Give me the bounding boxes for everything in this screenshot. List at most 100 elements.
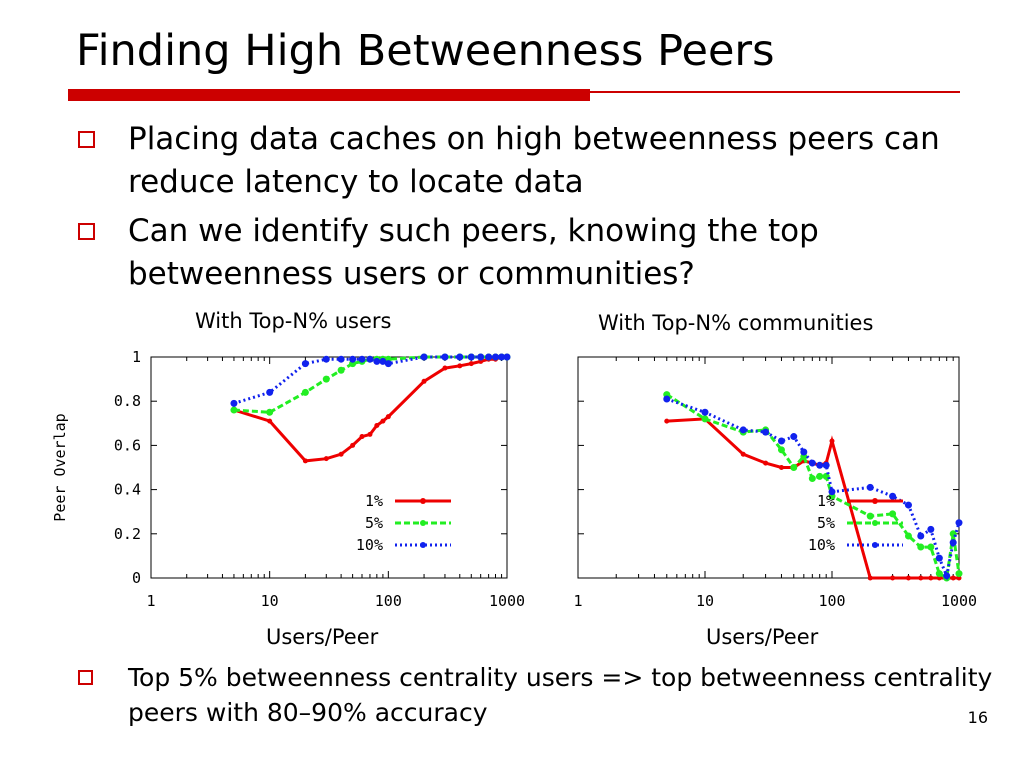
data-point	[955, 570, 963, 578]
data-point	[385, 414, 391, 420]
data-point	[301, 360, 309, 368]
legend-label: 1%	[817, 492, 835, 510]
legend-label: 5%	[365, 514, 383, 532]
data-point	[790, 464, 798, 471]
bullet-text: Can we identify such peers, knowing the …	[128, 213, 819, 292]
data-point	[457, 363, 463, 369]
bullet-item: Placing data caches on high betweenness …	[78, 118, 978, 204]
bullet-item: Can we identify such peers, knowing the …	[78, 210, 978, 296]
x-tick-label: 10	[696, 592, 714, 610]
data-point	[927, 525, 935, 533]
data-point	[829, 438, 835, 444]
plot-frame	[577, 356, 960, 579]
y-tick-label: 0.4	[114, 481, 141, 499]
data-point	[367, 431, 373, 437]
data-point	[935, 554, 943, 562]
data-point	[778, 465, 784, 470]
data-point	[380, 418, 386, 424]
data-point	[816, 461, 824, 469]
y-axis-label: Peer Overlap	[51, 413, 69, 521]
x-axis-label-users: Users/Peer	[266, 625, 379, 649]
bullet-text: Placing data caches on high betweenness …	[128, 121, 940, 200]
bullet-list: Placing data caches on high betweenness …	[78, 118, 978, 302]
data-point	[739, 426, 747, 434]
legend-marker	[420, 520, 426, 526]
charts-figure: 0 0.2 0.4 0.6 0.8 1 1 10 100 1000 Peer Overlap 1% 5%…	[51, 348, 977, 610]
data-point	[928, 575, 934, 581]
x-tick-label: 100	[818, 592, 845, 610]
data-point	[701, 408, 709, 416]
legend-marker	[420, 498, 426, 504]
legend-label: 1%	[365, 492, 383, 510]
legend-label: 5%	[817, 514, 835, 532]
data-point	[456, 353, 464, 361]
data-point	[267, 418, 273, 424]
data-point	[323, 456, 329, 462]
data-point	[828, 488, 836, 496]
data-point	[943, 572, 951, 580]
data-point	[904, 501, 912, 509]
x-tick-label: 1	[146, 592, 155, 610]
data-point	[485, 353, 493, 361]
legend-marker	[872, 520, 878, 526]
x-tick-label: 10	[261, 592, 279, 610]
slide-number: 16	[967, 708, 988, 727]
data-point	[740, 451, 746, 457]
data-point	[350, 442, 356, 448]
chart-title-users: With Top-N% users	[195, 309, 392, 333]
data-point	[338, 451, 344, 457]
data-point	[917, 543, 925, 551]
data-point	[477, 353, 485, 361]
data-point	[790, 433, 798, 441]
y-tick-label: 0.2	[114, 525, 141, 543]
data-point	[950, 575, 956, 581]
square-bullet-icon	[78, 670, 93, 685]
data-point	[905, 575, 911, 581]
data-point	[498, 353, 506, 361]
data-point	[230, 406, 238, 414]
x-tick-label: 1000	[941, 592, 977, 610]
data-point	[337, 355, 345, 363]
data-point	[359, 434, 365, 440]
data-point	[266, 408, 274, 416]
x-tick-label: 1000	[489, 592, 525, 610]
data-point	[866, 512, 874, 520]
data-point	[808, 459, 816, 467]
data-point	[867, 575, 873, 581]
data-point	[302, 458, 308, 464]
data-point	[800, 448, 808, 456]
square-bullet-icon	[78, 223, 95, 240]
data-point	[808, 475, 816, 483]
data-point	[366, 355, 374, 363]
title-underline-thick	[68, 89, 590, 101]
data-point	[763, 460, 769, 466]
data-point	[917, 532, 925, 540]
data-point	[935, 570, 943, 578]
data-point	[822, 461, 830, 469]
data-point	[918, 575, 924, 581]
data-point	[955, 519, 963, 527]
data-point	[777, 437, 785, 445]
data-point	[762, 428, 770, 436]
data-point	[492, 353, 499, 361]
legend-marker	[872, 498, 878, 504]
plot-frame	[150, 356, 508, 579]
square-bullet-icon	[78, 131, 95, 148]
data-point	[503, 353, 511, 361]
data-point	[441, 353, 449, 361]
legend-marker	[872, 542, 878, 548]
data-point	[904, 532, 912, 540]
bullet-text: Top 5% betweenness centrality users => t…	[128, 663, 993, 727]
data-point	[664, 418, 670, 424]
series-line	[233, 355, 507, 463]
series-line	[666, 417, 959, 580]
bullet-item: Top 5% betweenness centrality users => t…	[78, 660, 998, 730]
data-point	[337, 366, 345, 374]
y-tick-label: 0.6	[114, 436, 141, 454]
data-point	[467, 353, 475, 361]
data-point	[927, 543, 935, 551]
data-point	[420, 353, 428, 361]
data-point	[866, 483, 874, 491]
chart-title-communities: With Top-N% communities	[598, 311, 874, 335]
y-tick-label: 0	[132, 569, 141, 587]
